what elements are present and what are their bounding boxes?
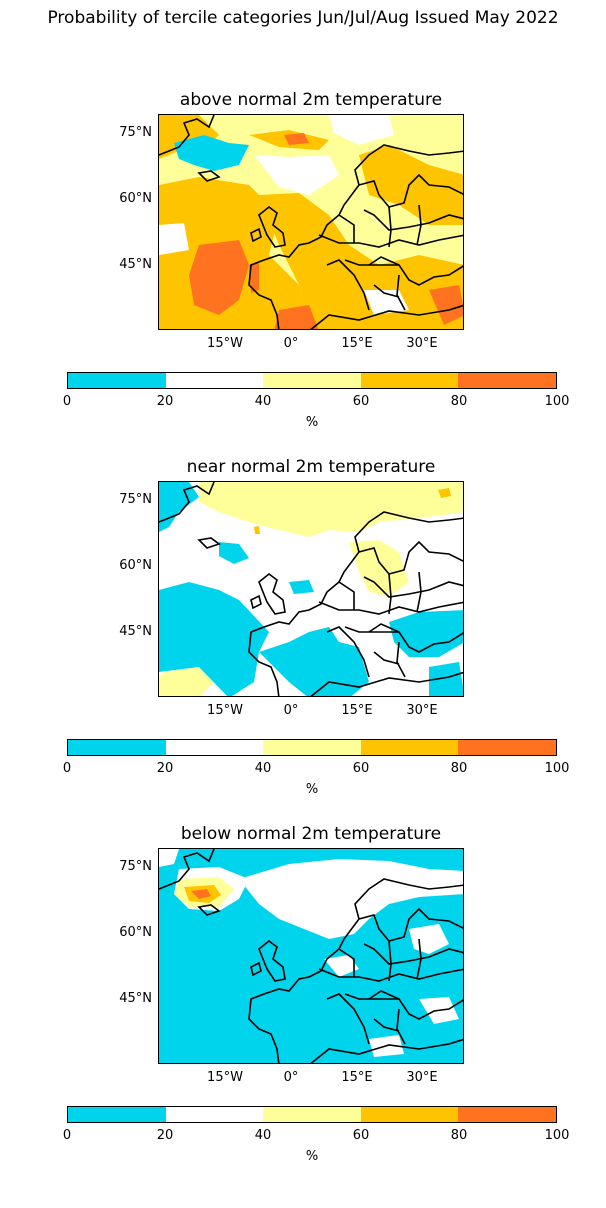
colorbar-bin-40-60 bbox=[263, 373, 361, 388]
lon-tick-30e: 30°E bbox=[406, 703, 438, 718]
colorbar bbox=[67, 372, 557, 389]
colorbar-tick: 80 bbox=[450, 761, 468, 776]
colorbar bbox=[67, 739, 557, 756]
colorbar-bin-0-20 bbox=[68, 1107, 166, 1122]
colorbar-unit: % bbox=[305, 1149, 319, 1164]
colorbar-bin-20-40 bbox=[165, 373, 264, 388]
colorbar-bin-20-40 bbox=[165, 740, 264, 755]
colorbar-tick: 0 bbox=[62, 1128, 72, 1143]
lon-tick-15w: 15°W bbox=[207, 1070, 243, 1085]
map-below-normal bbox=[158, 848, 464, 1064]
colorbar-tick: 40 bbox=[254, 394, 272, 409]
lon-tick-30e: 30°E bbox=[406, 336, 438, 351]
colorbar-tick: 80 bbox=[450, 1128, 468, 1143]
colorbar-tick: 20 bbox=[156, 1128, 174, 1143]
panel-title: below normal 2m temperature bbox=[180, 824, 442, 844]
colorbar-tick: 100 bbox=[544, 761, 570, 776]
lat-tick-45n: 45°N bbox=[119, 257, 152, 272]
colorbar-tick: 60 bbox=[352, 761, 370, 776]
panel-above-normal: above normal 2m temperature bbox=[0, 90, 606, 474]
colorbar-tick: 80 bbox=[450, 394, 468, 409]
panel-near-normal: near normal 2m temperature bbox=[0, 457, 606, 841]
lat-tick-60n: 60°N bbox=[119, 925, 152, 940]
colorbar-tick: 0 bbox=[62, 761, 72, 776]
lon-tick-15e: 15°E bbox=[341, 703, 373, 718]
colorbar-tick: 40 bbox=[254, 761, 272, 776]
colorbar-bin-80-100 bbox=[458, 740, 556, 755]
lon-tick-15w: 15°W bbox=[207, 703, 243, 718]
lon-tick-0: 0° bbox=[283, 703, 299, 718]
colorbar-bin-80-100 bbox=[458, 1107, 556, 1122]
lat-tick-45n: 45°N bbox=[119, 991, 152, 1006]
colorbar-tick: 0 bbox=[62, 394, 72, 409]
panel-title: near normal 2m temperature bbox=[186, 457, 436, 477]
colorbar-tick: 60 bbox=[352, 394, 370, 409]
panel-title: above normal 2m temperature bbox=[179, 90, 443, 110]
colorbar-bin-40-60 bbox=[263, 740, 361, 755]
colorbar-tick: 40 bbox=[254, 1128, 272, 1143]
map-above-normal bbox=[158, 114, 464, 330]
map-near-normal bbox=[158, 481, 464, 697]
colorbar bbox=[67, 1106, 557, 1123]
colorbar-bin-0-20 bbox=[68, 740, 166, 755]
colorbar-bin-40-60 bbox=[263, 1107, 361, 1122]
lon-tick-0: 0° bbox=[283, 336, 299, 351]
lat-tick-75n: 75°N bbox=[119, 859, 152, 874]
figure-title: Probability of tercile categories Jun/Ju… bbox=[47, 8, 559, 28]
colorbar-unit: % bbox=[305, 782, 319, 797]
lat-tick-75n: 75°N bbox=[119, 492, 152, 507]
lat-tick-60n: 60°N bbox=[119, 191, 152, 206]
lat-tick-45n: 45°N bbox=[119, 624, 152, 639]
lon-tick-15e: 15°E bbox=[341, 336, 373, 351]
colorbar-bin-20-40 bbox=[165, 1107, 264, 1122]
colorbar-tick: 20 bbox=[156, 394, 174, 409]
colorbar-bin-60-80 bbox=[360, 373, 459, 388]
colorbar-tick: 100 bbox=[544, 394, 570, 409]
colorbar-bin-0-20 bbox=[68, 373, 166, 388]
lat-tick-75n: 75°N bbox=[119, 125, 152, 140]
colorbar-unit: % bbox=[305, 415, 319, 430]
panel-below-normal: below normal 2m temperature bbox=[0, 824, 606, 1208]
lat-tick-60n: 60°N bbox=[119, 558, 152, 573]
lon-tick-15w: 15°W bbox=[207, 336, 243, 351]
colorbar-bin-60-80 bbox=[360, 1107, 459, 1122]
lon-tick-0: 0° bbox=[283, 1070, 299, 1085]
colorbar-bin-80-100 bbox=[458, 373, 556, 388]
lon-tick-30e: 30°E bbox=[406, 1070, 438, 1085]
lon-tick-15e: 15°E bbox=[341, 1070, 373, 1085]
colorbar-bin-60-80 bbox=[360, 740, 459, 755]
colorbar-tick: 20 bbox=[156, 761, 174, 776]
colorbar-tick: 60 bbox=[352, 1128, 370, 1143]
colorbar-tick: 100 bbox=[544, 1128, 570, 1143]
